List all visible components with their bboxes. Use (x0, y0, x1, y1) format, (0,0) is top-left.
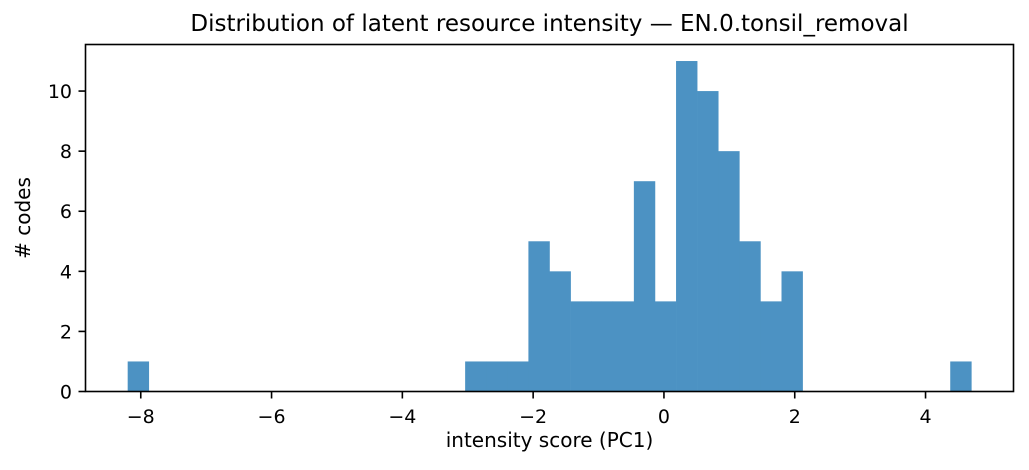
histogram-bar (697, 91, 719, 392)
histogram-bar (528, 241, 550, 392)
histogram-bar (465, 361, 487, 392)
histogram-bar (760, 301, 782, 392)
y-tick-label: 8 (60, 141, 72, 163)
bars-layer (127, 61, 972, 392)
histogram-bar (950, 361, 972, 392)
histogram-bar (507, 361, 529, 392)
x-tick-label: 0 (658, 406, 670, 428)
histogram-bar (486, 361, 508, 392)
x-tick-label: −8 (127, 406, 155, 428)
histogram-bar (739, 241, 761, 392)
chart-title: Distribution of latent resource intensit… (190, 11, 908, 37)
x-tick-label: −4 (388, 406, 416, 428)
x-tick-label: 2 (789, 406, 801, 428)
y-tick-label: 10 (48, 81, 72, 103)
histogram-bar (127, 361, 150, 392)
y-tick-label: 6 (60, 201, 72, 223)
histogram-bar (612, 301, 635, 392)
histogram-bar (570, 301, 592, 392)
y-tick-label: 2 (60, 321, 72, 343)
y-tick-label: 0 (60, 382, 72, 404)
histogram-bar (654, 301, 677, 392)
y-tick-label: 4 (60, 261, 72, 283)
y-axis-label: # codes (11, 177, 35, 259)
histogram-bar (718, 151, 740, 392)
plot-border (84, 43, 1015, 393)
histogram-bar (676, 61, 698, 392)
histogram-bar (781, 271, 803, 392)
x-tick-label: −6 (258, 406, 286, 428)
x-tick-label: −2 (519, 406, 547, 428)
axes-spines (84, 43, 1015, 393)
x-tick-label: 4 (919, 406, 931, 428)
x-axis-label: intensity score (PC1) (446, 428, 654, 452)
histogram-bar (549, 271, 571, 392)
histogram-bar (633, 181, 656, 392)
histogram-bar (591, 301, 614, 392)
ticks-layer: −8 −6 −4 −2 0 2 4 0 2 4 6 8 10 (48, 81, 932, 428)
